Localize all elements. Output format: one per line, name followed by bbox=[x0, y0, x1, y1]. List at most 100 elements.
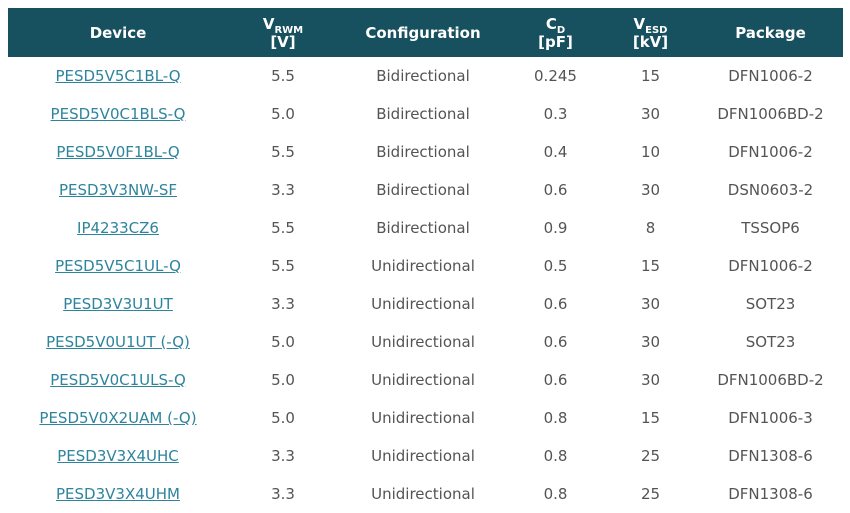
cell-configuration: Bidirectional bbox=[338, 209, 508, 247]
cell-cd: 0.3 bbox=[508, 95, 603, 133]
table-row: PESD3V3X4UHM 3.3 Unidirectional 0.8 25 DFN130… bbox=[8, 475, 843, 513]
cell-vrwm: 5.0 bbox=[228, 399, 338, 437]
col-header-cd-unit: [pF] bbox=[538, 32, 573, 51]
cell-device: PESD5V0C1ULS-Q bbox=[8, 361, 228, 399]
cell-vrwm: 5.5 bbox=[228, 133, 338, 171]
device-table-body: PESD5V5C1BL-Q 5.5 Bidirectional 0.245 15 DFN1… bbox=[8, 57, 843, 513]
cell-cd: 0.8 bbox=[508, 437, 603, 475]
table-header-row: Device VRWM [V] Configuration CD [pF] VESD… bbox=[8, 8, 843, 57]
col-header-package: Package bbox=[698, 8, 843, 57]
cell-cd: 0.6 bbox=[508, 323, 603, 361]
cell-vesd: 30 bbox=[603, 323, 698, 361]
device-link[interactable]: PESD5V0U1UT (-Q) bbox=[46, 333, 190, 351]
table-row: PESD5V0F1BL-Q 5.5 Bidirectional 0.4 10 DFN100… bbox=[8, 133, 843, 171]
cell-vrwm: 5.0 bbox=[228, 323, 338, 361]
table-row: PESD5V0U1UT (-Q) 5.0 Unidirectional 0.6 30 SO… bbox=[8, 323, 843, 361]
table-row: PESD3V3X4UHC 3.3 Unidirectional 0.8 25 DFN130… bbox=[8, 437, 843, 475]
cell-device: PESD5V0X2UAM (-Q) bbox=[8, 399, 228, 437]
cell-cd: 0.6 bbox=[508, 285, 603, 323]
col-header-device: Device bbox=[8, 8, 228, 57]
cell-device: PESD3V3NW-SF bbox=[8, 171, 228, 209]
col-header-cd-symbol: C bbox=[545, 14, 557, 33]
device-selection-table: Device VRWM [V] Configuration CD [pF] VESD… bbox=[8, 8, 843, 513]
cell-package: DFN1308-6 bbox=[698, 475, 843, 513]
device-link[interactable]: PESD3V3NW-SF bbox=[59, 181, 177, 199]
cell-device: PESD5V5C1BL-Q bbox=[8, 57, 228, 95]
cell-vrwm: 3.3 bbox=[228, 475, 338, 513]
cell-vrwm: 5.5 bbox=[228, 247, 338, 285]
device-link[interactable]: PESD3V3X4UHC bbox=[57, 447, 179, 465]
col-header-vesd-symbol: V bbox=[633, 14, 646, 33]
cell-vesd: 30 bbox=[603, 95, 698, 133]
device-link[interactable]: PESD5V0C1BLS-Q bbox=[50, 105, 186, 123]
cell-configuration: Unidirectional bbox=[338, 475, 508, 513]
col-header-cd-subscript: D bbox=[556, 24, 566, 36]
table-row: IP4233CZ6 5.5 Bidirectional 0.9 8 TSSOP6 bbox=[8, 209, 843, 247]
col-header-vesd-subscript: ESD bbox=[645, 24, 668, 36]
device-link[interactable]: IP4233CZ6 bbox=[77, 219, 159, 237]
cell-cd: 0.8 bbox=[508, 475, 603, 513]
cell-vrwm: 5.0 bbox=[228, 95, 338, 133]
cell-vesd: 25 bbox=[603, 437, 698, 475]
cell-package: SOT23 bbox=[698, 323, 843, 361]
col-header-cd: CD [pF] bbox=[508, 8, 603, 57]
cell-configuration: Unidirectional bbox=[338, 323, 508, 361]
table-header: Device VRWM [V] Configuration CD [pF] VESD… bbox=[8, 8, 843, 57]
device-link[interactable]: PESD5V5C1BL-Q bbox=[55, 67, 181, 85]
cell-configuration: Unidirectional bbox=[338, 399, 508, 437]
table-row: PESD5V0C1BLS-Q 5.0 Bidirectional 0.3 30 DFN10… bbox=[8, 95, 843, 133]
table-row: PESD5V5C1BL-Q 5.5 Bidirectional 0.245 15 DFN1… bbox=[8, 57, 843, 95]
cell-device: PESD5V5C1UL-Q bbox=[8, 247, 228, 285]
cell-vrwm: 5.0 bbox=[228, 361, 338, 399]
cell-configuration: Bidirectional bbox=[338, 95, 508, 133]
cell-device: PESD3V3X4UHC bbox=[8, 437, 228, 475]
table-row: PESD5V0X2UAM (-Q) 5.0 Unidirectional 0.8 15 D… bbox=[8, 399, 843, 437]
cell-cd: 0.8 bbox=[508, 399, 603, 437]
cell-configuration: Unidirectional bbox=[338, 285, 508, 323]
cell-cd: 0.6 bbox=[508, 361, 603, 399]
cell-package: DFN1006-3 bbox=[698, 399, 843, 437]
cell-configuration: Bidirectional bbox=[338, 171, 508, 209]
cell-package: DFN1006-2 bbox=[698, 57, 843, 95]
table-row: PESD3V3U1UT 3.3 Unidirectional 0.6 30 SOT23 bbox=[8, 285, 843, 323]
cell-configuration: Unidirectional bbox=[338, 361, 508, 399]
device-link[interactable]: PESD3V3U1UT bbox=[63, 295, 173, 313]
cell-device: PESD3V3U1UT bbox=[8, 285, 228, 323]
cell-vesd: 15 bbox=[603, 399, 698, 437]
cell-configuration: Unidirectional bbox=[338, 437, 508, 475]
device-link[interactable]: PESD5V5C1UL-Q bbox=[55, 257, 181, 275]
cell-package: DFN1006BD-2 bbox=[698, 361, 843, 399]
col-header-vesd: VESD [kV] bbox=[603, 8, 698, 57]
device-link[interactable]: PESD5V0C1ULS-Q bbox=[50, 371, 186, 389]
col-header-vesd-unit: [kV] bbox=[632, 32, 669, 51]
col-header-configuration: Configuration bbox=[338, 8, 508, 57]
table-row: PESD5V0C1ULS-Q 5.0 Unidirectional 0.6 30 DFN1… bbox=[8, 361, 843, 399]
cell-vesd: 8 bbox=[603, 209, 698, 247]
cell-package: DFN1308-6 bbox=[698, 437, 843, 475]
cell-vesd: 15 bbox=[603, 57, 698, 95]
cell-device: PESD5V0C1BLS-Q bbox=[8, 95, 228, 133]
col-header-vrwm-subscript: RWM bbox=[274, 24, 304, 36]
cell-vrwm: 5.5 bbox=[228, 57, 338, 95]
col-header-vrwm-unit: [V] bbox=[270, 32, 296, 51]
cell-vrwm: 3.3 bbox=[228, 437, 338, 475]
device-link[interactable]: PESD5V0X2UAM (-Q) bbox=[39, 409, 197, 427]
cell-vesd: 30 bbox=[603, 171, 698, 209]
device-link[interactable]: PESD3V3X4UHM bbox=[56, 485, 180, 503]
cell-vesd: 30 bbox=[603, 285, 698, 323]
device-link[interactable]: PESD5V0F1BL-Q bbox=[56, 143, 180, 161]
cell-vesd: 30 bbox=[603, 361, 698, 399]
cell-configuration: Bidirectional bbox=[338, 57, 508, 95]
cell-device: PESD5V0F1BL-Q bbox=[8, 133, 228, 171]
cell-vrwm: 3.3 bbox=[228, 171, 338, 209]
col-header-vrwm-symbol: V bbox=[262, 14, 275, 33]
table-row: PESD5V5C1UL-Q 5.5 Unidirectional 0.5 15 DFN10… bbox=[8, 247, 843, 285]
cell-device: PESD3V3X4UHM bbox=[8, 475, 228, 513]
cell-configuration: Bidirectional bbox=[338, 133, 508, 171]
cell-package: DSN0603-2 bbox=[698, 171, 843, 209]
cell-configuration: Unidirectional bbox=[338, 247, 508, 285]
col-header-vrwm: VRWM [V] bbox=[228, 8, 338, 57]
cell-vesd: 10 bbox=[603, 133, 698, 171]
cell-vrwm: 3.3 bbox=[228, 285, 338, 323]
